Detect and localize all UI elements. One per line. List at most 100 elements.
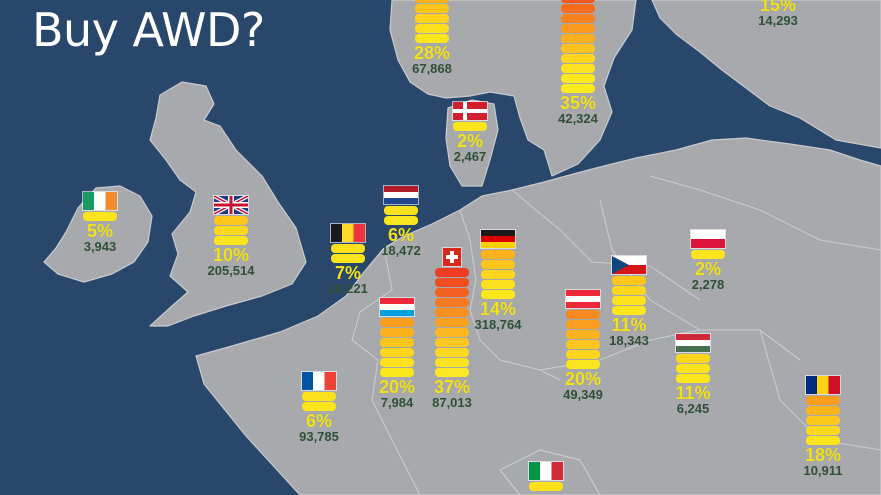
- share-percent: 11%: [611, 315, 647, 335]
- sales-count: 14,293: [758, 13, 798, 28]
- bar-segment: [806, 396, 840, 405]
- bar-segment: [481, 250, 515, 259]
- country-belgium: 7% 28,221: [318, 224, 378, 296]
- sales-count: 2,467: [453, 149, 487, 164]
- share-percent: 28%: [413, 43, 451, 63]
- sales-count: 87,013: [432, 395, 472, 410]
- bar-segment: [435, 288, 469, 297]
- hungary-flag-icon: [676, 334, 710, 352]
- bar-segment: [561, 54, 595, 63]
- bar-stack: [793, 396, 853, 445]
- france-flag-icon: [302, 372, 336, 390]
- land-ireland: [43, 185, 153, 283]
- bar-segment: [384, 206, 418, 215]
- bar-segment: [561, 14, 595, 23]
- bar-segment: [561, 64, 595, 73]
- switzerland-flag-icon: [443, 248, 461, 266]
- bar-segment: [435, 318, 469, 327]
- bar-stack: [367, 318, 427, 377]
- bar-segment: [415, 0, 449, 3]
- country-borders: [351, 175, 881, 495]
- bar-stack: [201, 216, 261, 245]
- bar-segment: [435, 328, 469, 337]
- land-continent: [195, 137, 881, 495]
- bar-stack: [318, 244, 378, 263]
- bar-segment: [566, 320, 600, 329]
- sales-count: 10,911: [803, 463, 843, 478]
- bar-segment: [453, 122, 487, 131]
- bar-segment: [561, 84, 595, 93]
- bar-segment: [302, 402, 336, 411]
- bar-stack: [468, 250, 528, 299]
- bar-segment: [481, 260, 515, 269]
- bar-segment: [676, 354, 710, 363]
- country-sweden: 35% 42,324: [548, 0, 608, 126]
- bar-segment: [561, 44, 595, 53]
- share-percent: 5%: [86, 221, 113, 241]
- bar-stack: [289, 392, 349, 411]
- bar-stack: [371, 206, 431, 225]
- bar-segment: [566, 360, 600, 369]
- share-percent: 10%: [212, 245, 250, 265]
- bar-stack: [402, 0, 462, 43]
- bar-segment: [676, 364, 710, 373]
- bar-segment: [529, 482, 563, 491]
- bar-segment: [806, 426, 840, 435]
- bar-segment: [435, 358, 469, 367]
- bar-segment: [380, 328, 414, 337]
- country-luxembourg: 20% 7,984: [367, 298, 427, 410]
- country-denmark: 2% 2,467: [440, 102, 500, 164]
- share-percent: 15%: [759, 0, 797, 15]
- sales-count: 93,785: [299, 429, 339, 444]
- sales-count: 6,245: [676, 401, 710, 416]
- bar-segment: [435, 308, 469, 317]
- sales-count: 28,221: [328, 281, 368, 296]
- bar-segment: [806, 436, 840, 445]
- bar-stack: [678, 250, 738, 259]
- sales-count: 205,514: [207, 263, 255, 278]
- sales-count: 3,943: [83, 239, 117, 254]
- sales-count: 42,324: [558, 111, 598, 126]
- bar-segment: [676, 374, 710, 383]
- sales-count: 7,984: [380, 395, 414, 410]
- share-percent: 11%: [675, 383, 711, 403]
- bar-segment: [83, 212, 117, 221]
- share-percent: 20%: [378, 377, 416, 397]
- bar-segment: [435, 298, 469, 307]
- romania-flag-icon: [806, 376, 840, 394]
- country-switzerland: 37% 87,013: [422, 248, 482, 410]
- bar-segment: [415, 4, 449, 13]
- bar-segment: [561, 34, 595, 43]
- sales-count: 18,472: [381, 243, 421, 258]
- country-ireland: 5% 3,943: [70, 192, 130, 254]
- share-percent: 2%: [694, 259, 721, 279]
- sales-count: 49,349: [563, 387, 603, 402]
- bar-segment: [566, 340, 600, 349]
- netherlands-flag-icon: [384, 186, 418, 204]
- bar-stack: [516, 482, 576, 491]
- land-finland: [651, 0, 881, 149]
- bar-segment: [612, 286, 646, 295]
- country-uk: 10% 205,514: [201, 196, 261, 278]
- bar-stack: [599, 276, 659, 315]
- bar-stack: [548, 0, 608, 93]
- country-hungary: 11% 6,245: [663, 334, 723, 416]
- bar-stack: [553, 310, 613, 369]
- country-finland: 15% 14,293: [748, 0, 808, 28]
- share-percent: 6%: [387, 225, 414, 245]
- bar-stack: [70, 212, 130, 221]
- bar-segment: [331, 244, 365, 253]
- country-norway: 28% 67,868: [402, 0, 462, 76]
- country-austria: 20% 49,349: [553, 290, 613, 402]
- country-netherlands: 6% 18,472: [371, 186, 431, 258]
- bar-segment: [415, 14, 449, 23]
- bar-segment: [214, 216, 248, 225]
- czech-triangle-icon: [612, 256, 629, 274]
- bar-segment: [481, 280, 515, 289]
- denmark-flag-icon: [453, 102, 487, 120]
- country-poland: 2% 2,278: [678, 230, 738, 292]
- page-title: Buy AWD?: [32, 3, 265, 57]
- sales-count: 318,764: [474, 317, 522, 332]
- poland-flag-icon: [691, 230, 725, 248]
- bar-segment: [566, 350, 600, 359]
